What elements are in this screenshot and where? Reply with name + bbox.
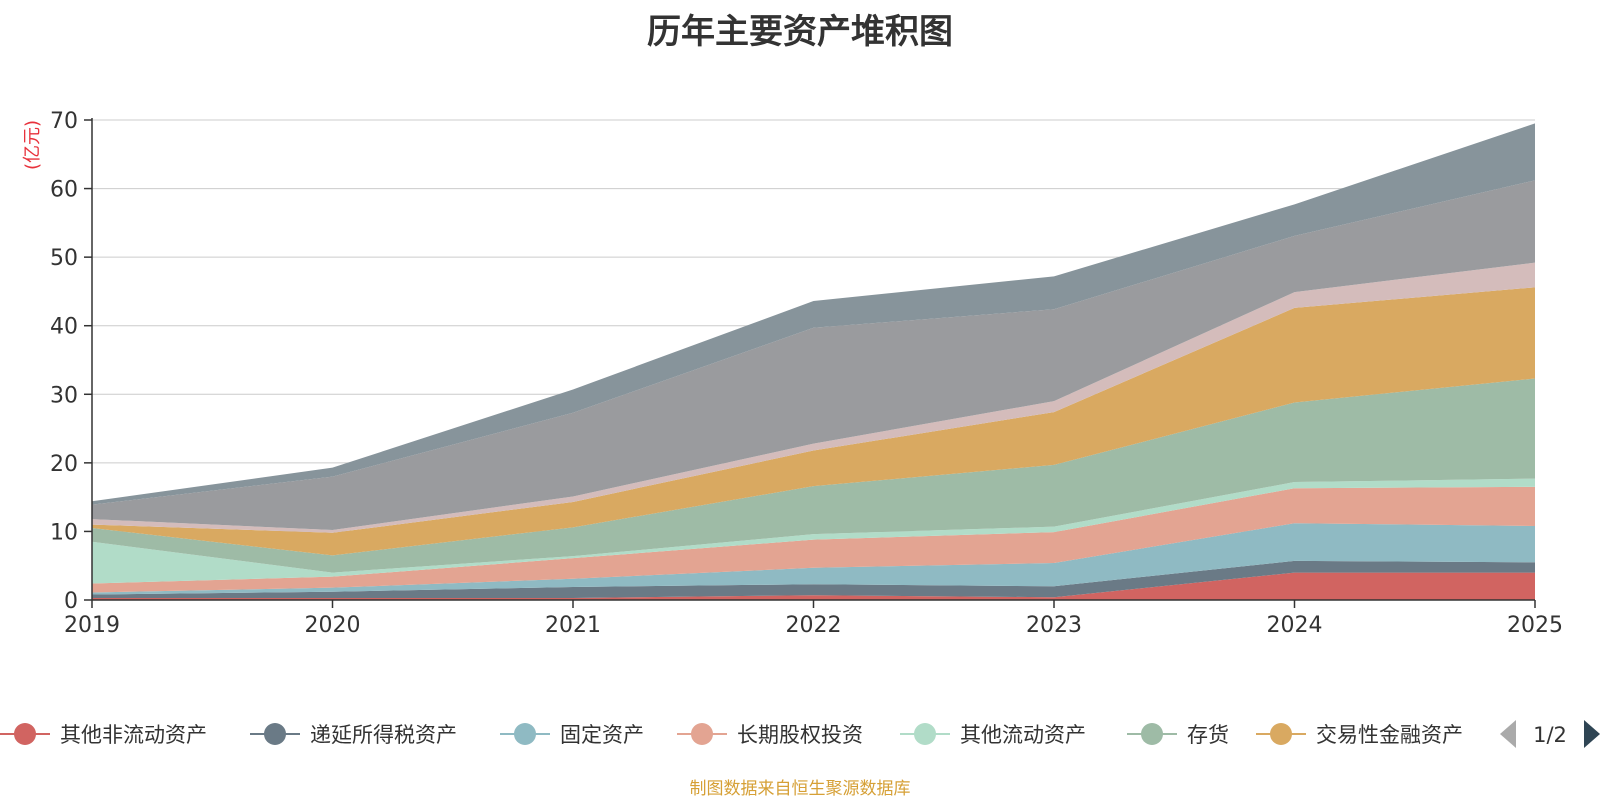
y-tick-label: 0 (64, 589, 78, 614)
legend-prev-page-icon[interactable] (1500, 720, 1516, 748)
x-tick-label: 2025 (1507, 613, 1563, 638)
legend-label: 存货 (1187, 723, 1229, 747)
x-tick-label: 2023 (1026, 613, 1082, 638)
legend-item[interactable]: 递延所得税资产 (250, 723, 457, 747)
y-tick-label: 10 (50, 520, 78, 545)
y-tick-label: 40 (50, 315, 78, 340)
area-layer (92, 123, 1535, 600)
y-tick-label: 60 (50, 178, 78, 203)
legend-marker (264, 723, 286, 745)
y-tick-label: 20 (50, 452, 78, 477)
area-series-9 (92, 180, 1535, 531)
x-tick-label: 2020 (305, 613, 361, 638)
legend-item[interactable]: 其他流动资产 (900, 723, 1086, 747)
legend-item[interactable]: 交易性金融资产 (1256, 723, 1463, 747)
legend-marker (1270, 723, 1292, 745)
legend-item[interactable]: 长期股权投资 (677, 723, 863, 747)
y-tick-label: 70 (50, 109, 78, 134)
x-tick-label: 2022 (786, 613, 842, 638)
area-series-1 (92, 572, 1535, 600)
legend: 其他非流动资产 递延所得税资产 固定资产 长期股权投资 其他流动资产 存货 交易性金融资产 1… (0, 720, 1600, 748)
legend-label: 固定资产 (560, 723, 644, 747)
area-series-8 (92, 262, 1535, 533)
legend-label: 其他非流动资产 (60, 723, 207, 747)
legend-item[interactable]: 存货 (1127, 723, 1229, 747)
y-axis-label: (亿元) (22, 120, 43, 170)
area-series-6 (92, 378, 1535, 573)
data-source-note: 制图数据来自恒生聚源数据库 (690, 779, 911, 799)
legend-marker (691, 723, 713, 745)
axes: 0 10 20 30 40 50 60 70 2019 2020 2021 2022 2023 2024 2… (50, 109, 1563, 638)
area-series-3 (92, 523, 1535, 595)
area-series-5 (92, 478, 1535, 584)
legend-label: 交易性金融资产 (1316, 723, 1463, 747)
legend-item[interactable]: 其他非流动资产 (0, 723, 207, 747)
legend-label: 递延所得税资产 (310, 723, 457, 747)
x-tick-label: 2021 (545, 613, 601, 638)
chart-title: 历年主要资产堆积图 (647, 12, 953, 52)
area-series-7 (92, 287, 1535, 556)
legend-marker (914, 723, 936, 745)
x-tick-label: 2024 (1267, 613, 1323, 638)
area-series-10 (92, 123, 1535, 505)
y-tick-label: 30 (50, 383, 78, 408)
x-tick-label: 2019 (64, 613, 120, 638)
legend-next-page-icon[interactable] (1584, 720, 1600, 748)
legend-marker (514, 723, 536, 745)
area-series-2 (92, 560, 1535, 598)
legend-item[interactable]: 固定资产 (500, 723, 644, 747)
legend-marker (1141, 723, 1163, 745)
legend-page-indicator: 1/2 (1533, 723, 1567, 747)
legend-label: 其他流动资产 (960, 723, 1086, 747)
y-tick-label: 50 (50, 246, 78, 271)
legend-label: 长期股权投资 (737, 723, 863, 747)
legend-marker (14, 723, 36, 745)
